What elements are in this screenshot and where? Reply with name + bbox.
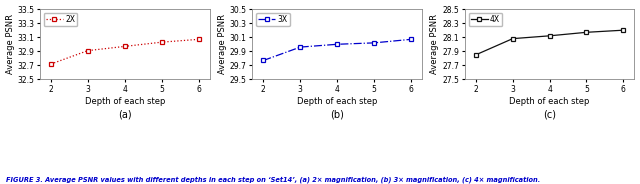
4X [509, 38, 516, 40]
2X [195, 38, 202, 40]
4X [620, 29, 627, 31]
Line: 2X: 2X [49, 37, 201, 66]
Text: (a): (a) [118, 109, 132, 119]
Y-axis label: Average PSNR: Average PSNR [431, 14, 440, 74]
Y-axis label: Average PSNR: Average PSNR [6, 14, 15, 74]
3X [296, 46, 304, 48]
4X [546, 35, 554, 37]
3X [333, 43, 341, 45]
Y-axis label: Average PSNR: Average PSNR [218, 14, 227, 74]
3X [370, 42, 378, 44]
X-axis label: Depth of each step: Depth of each step [84, 97, 165, 106]
2X [158, 41, 166, 43]
2X [84, 49, 92, 52]
3X [407, 38, 415, 40]
Text: (c): (c) [543, 109, 556, 119]
Legend: 2X: 2X [44, 13, 77, 26]
4X [582, 31, 590, 33]
2X [47, 63, 55, 65]
Text: (b): (b) [330, 109, 344, 119]
Text: FIGURE 3. Average PSNR values with different depths in each step on ‘Set14’, (a): FIGURE 3. Average PSNR values with diffe… [6, 176, 541, 183]
3X [260, 59, 268, 62]
4X [472, 54, 479, 56]
Legend: 4X: 4X [468, 13, 502, 26]
Legend: 3X: 3X [256, 13, 290, 26]
Line: 4X: 4X [474, 28, 626, 57]
Line: 3X: 3X [261, 37, 413, 63]
2X [121, 45, 129, 47]
X-axis label: Depth of each step: Depth of each step [509, 97, 590, 106]
X-axis label: Depth of each step: Depth of each step [297, 97, 378, 106]
